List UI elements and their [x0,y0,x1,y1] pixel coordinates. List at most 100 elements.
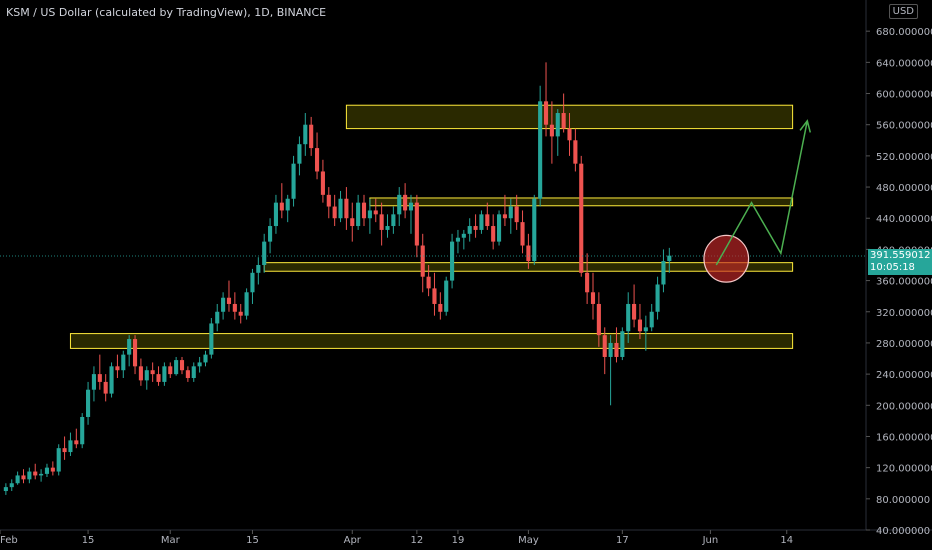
candle-body [549,124,554,137]
candle-body [309,124,314,149]
currency-badge[interactable]: USD [888,4,918,19]
price-tick-label: 680.000000 [876,27,932,38]
candle-body [15,475,20,484]
candle-body [479,214,484,230]
candle-body [221,297,226,312]
candle-body [297,144,302,164]
candle-body [97,374,102,382]
price-tick-label: 40.000000 [876,526,930,537]
highlight-circle [703,234,750,283]
candle-body [338,198,343,219]
candle-body [191,366,196,379]
candle-body [579,163,584,273]
candle-body [391,214,396,227]
candle-body [602,335,607,357]
price-tick-label: 640.000000 [876,58,932,69]
candle-body [385,226,390,230]
candle-body [643,327,648,332]
price-tick-label: 520.000000 [876,152,932,163]
candle-body [262,241,267,265]
candle-body [614,342,619,357]
candle-body [209,323,214,355]
chart-title: KSM / US Dollar (calculated by TradingVi… [6,6,327,19]
candle-body [291,163,296,199]
candle-body [432,288,437,304]
candle-body [632,303,637,320]
current-price-tag: 391.559012 10:05:18 [868,248,932,275]
candle-body [350,218,355,227]
candle-body [21,475,26,480]
candle-body [408,202,414,211]
price-tick-label: 240.000000 [876,370,932,381]
candle-body [197,362,202,367]
candle-body [356,202,361,227]
price-axis[interactable]: 680.000000 640.000000 600.000000 560.000000… [866,27,932,537]
candle-body [168,366,173,375]
candle-body [39,473,44,476]
candle-body [179,360,185,371]
time-tick-label: 19 [452,535,465,546]
time-tick-label: Apr [344,535,362,546]
candle-body [74,440,79,445]
candle-body [450,241,455,281]
candle-body [667,255,672,262]
candle-body [573,140,578,164]
candle-body [56,448,61,472]
time-tick-label: May [518,535,539,546]
candle-body [438,303,443,312]
candle-body [473,226,478,230]
price-tick-label: 280.000000 [876,339,932,350]
price-tick-label: 560.000000 [876,121,932,132]
candle-body [27,471,32,480]
candle-body [373,210,378,215]
candle-body [279,202,284,211]
candle-body [344,198,349,219]
candle-body [467,226,472,234]
time-tick-label: Mar [161,535,181,546]
candle-body [150,370,155,375]
candle-body [244,292,249,316]
candle-body [649,311,654,328]
candle-body [314,148,320,172]
projection-arrowhead [799,119,812,133]
price-tick-label: 120.000000 [876,464,932,475]
candle-body [496,214,502,242]
candles-layer [3,62,672,495]
price-tick-label: 440.000000 [876,214,932,225]
candle-body [485,214,490,227]
candle-body [620,331,625,357]
candle-body [461,233,466,238]
candle-body [174,360,179,375]
candle-body [127,339,132,355]
candle-body [268,226,273,242]
current-price-value: 391.559012 [870,249,931,261]
candle-body [132,339,138,367]
candle-body [626,303,631,332]
candle-body [455,237,461,242]
candle-body [526,245,531,262]
candle-body [502,214,507,219]
candle-body [555,113,560,137]
candle-body [162,366,167,382]
time-tick-label: 14 [780,535,793,546]
candle-body [121,354,126,371]
candle-body [426,276,431,289]
candle-body [520,222,525,246]
projection-path [715,120,809,266]
candle-body [561,113,566,129]
candle-body [326,194,331,207]
candle-body [273,202,279,227]
candle-body [367,210,372,219]
candle-body [185,370,190,379]
candle-body [508,206,513,219]
candle-body [250,272,255,293]
candle-body [3,487,8,492]
time-axis[interactable]: Feb 15 Mar 15 Apr 12 19 May 17 Jun 14 [0,530,793,546]
candle-body [585,272,590,293]
candle-body [361,202,367,219]
candle-body [637,319,643,332]
candle-body [238,311,243,316]
candle-body [590,292,596,304]
